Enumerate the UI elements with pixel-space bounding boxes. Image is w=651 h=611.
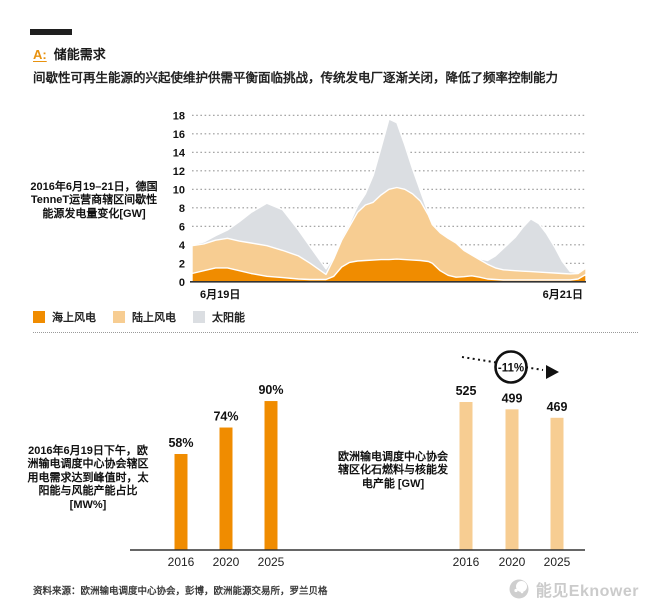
bar-category-label: 2025 (544, 555, 571, 569)
bar-category-label: 2020 (499, 555, 526, 569)
page-subtitle: 间歇性可再生能源的兴起使维护供需平衡面临挑战，传统发电厂逐渐关闭，降低了频率控制… (33, 71, 559, 85)
eknower-logo-icon (509, 579, 529, 599)
bar-category-label: 2020 (213, 555, 240, 569)
area-series-onshore-wind (191, 186, 587, 283)
legend-label: 海上风电 (52, 312, 96, 324)
legend-item-solar: 太阳能 (193, 309, 245, 325)
bar-capacity_bars-2020 (505, 409, 519, 550)
x-axis-label-left: 6月19日 (200, 288, 240, 301)
bar-category-label: 2016 (168, 555, 195, 569)
y-tick-label: 4 (179, 240, 186, 252)
bar-value-label: 499 (502, 391, 523, 405)
page-title: 储能需求 (53, 47, 106, 62)
area-series-offshore-wind (191, 258, 587, 283)
y-tick-label: 6 (179, 221, 185, 233)
generation-area-chart: 18 16 14 12 10 8 6 4 2 0 6月19日 6月21日 (173, 110, 587, 301)
legend-item-onshore-wind: 陆上风电 (113, 309, 176, 325)
bar-capacity_bars-2016 (459, 402, 473, 550)
legend-label: 太阳能 (212, 312, 245, 324)
y-tick-label: 2 (179, 258, 185, 270)
y-tick-label: 16 (173, 129, 185, 141)
bar-charts: 58% 2016 74% 2020 90% 2025 525 2016 499 2020 469 20… (130, 350, 585, 569)
trend-arrow-head (546, 365, 559, 379)
bar-peak_share_bars-2016 (174, 454, 188, 550)
logo-text: 能见Eknower (535, 583, 639, 600)
y-tick-label: 18 (173, 110, 185, 122)
capacity-bar-chart-annotation: 欧洲输电调度中心协会辖区化石燃料与核能发电产能 [GW] (338, 451, 448, 490)
legend-label: 陆上风电 (132, 312, 176, 324)
chart-legend: 海上风电 陆上风电 太阳能 (33, 309, 245, 325)
x-axis-label-right: 6月21日 (543, 288, 583, 301)
bar-peak_share_bars-2025 (264, 401, 278, 550)
bar-peak_share_bars-2020 (219, 427, 233, 550)
section-marker-bar (30, 29, 72, 35)
share-bar-chart-annotation: 2016年6月19日下午，欧洲输电调度中心协会辖区用电需求达到峰值时，太阳能与风… (27, 445, 149, 511)
bar-value-label: 90% (258, 383, 283, 397)
bar-value-label: 74% (213, 410, 238, 424)
trend-badge-circle (494, 350, 528, 384)
trend-badge-label: -11% (498, 363, 524, 375)
section-title-row: A: 储能需求 (33, 44, 106, 63)
area-chart-annotation: 2016年6月19–21日，德国TenneT运营商辖区间歇性能源发电量变化[GW… (30, 181, 158, 220)
bar-category-label: 2025 (258, 555, 285, 569)
offshore-wind-swatch (33, 311, 45, 323)
y-tick-label: 10 (173, 184, 185, 196)
bar-value-label: 469 (547, 400, 568, 414)
solar-swatch (193, 311, 205, 323)
y-tick-label: 12 (173, 166, 185, 178)
bar-capacity_bars-2025 (550, 417, 564, 550)
bar-value-label: 58% (168, 436, 193, 450)
legend-item-offshore-wind: 海上风电 (33, 309, 96, 325)
section-divider (33, 332, 638, 333)
y-tick-label: 0 (179, 277, 185, 289)
onshore-wind-swatch (113, 311, 125, 323)
y-tick-label: 14 (173, 147, 186, 159)
section-label: A: (33, 47, 47, 62)
bar-value-label: 525 (456, 384, 477, 398)
bar-category-label: 2016 (453, 555, 480, 569)
eknower-logo: 能见Eknower (508, 577, 639, 601)
y-tick-label: 8 (179, 203, 185, 215)
source-note: 资料来源：欧洲输电调度中心协会，彭博，欧洲能源交易所，罗兰贝格 (33, 586, 328, 597)
